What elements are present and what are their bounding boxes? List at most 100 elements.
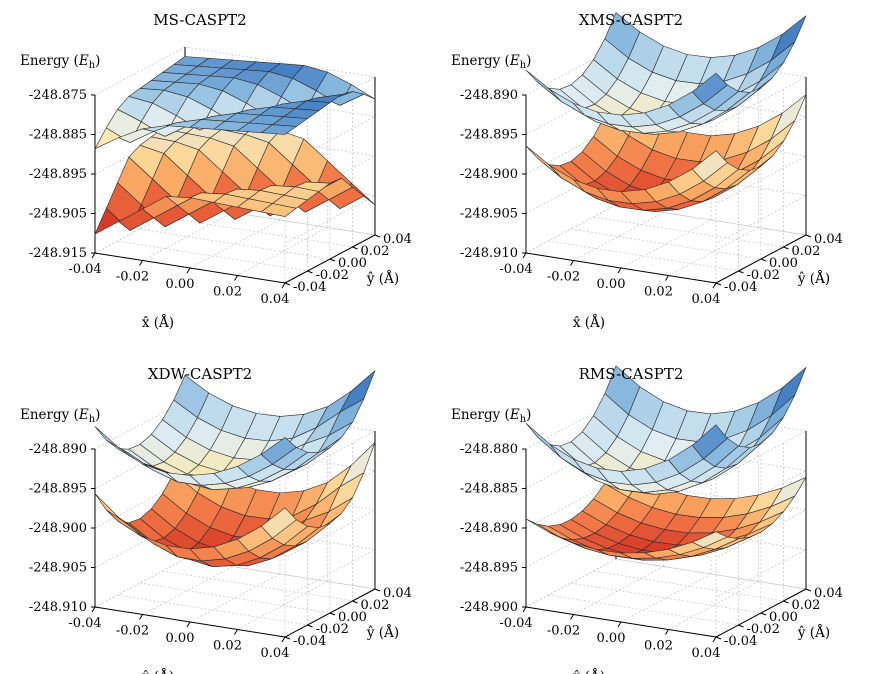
z-axis-label: Energy (Eh)	[451, 407, 531, 425]
y-tick	[739, 271, 744, 273]
y-tick-label: 0.04	[383, 586, 412, 601]
y-tick	[353, 247, 358, 249]
upper-surface	[526, 366, 806, 495]
x-tick	[666, 276, 669, 281]
x-tick	[618, 622, 621, 627]
x-tick-label: -0.04	[68, 262, 101, 277]
x-tick-label: -0.02	[116, 624, 149, 639]
x-tick-label: -0.04	[499, 262, 532, 277]
z-tick-label: -248.915	[29, 246, 87, 261]
z-tick-label: -248.895	[460, 128, 518, 143]
y-tick	[761, 259, 766, 261]
x-tick	[571, 261, 574, 266]
x-tick	[571, 615, 574, 620]
z-tick-label: -248.895	[29, 482, 87, 497]
y-tick	[285, 283, 290, 285]
z-tick-label: -248.885	[460, 482, 518, 497]
x-tick	[523, 253, 526, 258]
x-tick	[235, 630, 238, 635]
x-tick-label: 0.00	[597, 631, 626, 646]
z-tick-label: -248.890	[29, 442, 87, 457]
x-tick	[713, 637, 716, 642]
x-tick-label: 0.00	[166, 277, 195, 292]
panel-xdw-caspt2: XDW-CASPT2 Energy (Eh) -248.890 -248.895 -24…	[20, 365, 412, 674]
y-tick	[375, 235, 380, 237]
x-tick-label: -0.04	[499, 616, 532, 631]
x-tick	[187, 268, 190, 273]
x-tick-label: 0.00	[166, 631, 195, 646]
x-axis-label: x̂ (Å)	[142, 315, 174, 331]
x-tick-label: 0.04	[261, 646, 290, 661]
z-tick-label: -248.890	[460, 521, 518, 536]
upper-surface-facet	[526, 70, 561, 101]
upper-surface-facet	[526, 423, 561, 458]
panel-xms-caspt2: XMS-CASPT2 Energy (Eh) -248.890 -248.895 -24…	[451, 11, 843, 331]
x-tick-label: 0.02	[644, 285, 673, 300]
z-tick-label: -248.900	[29, 521, 87, 536]
y-tick-label: 0.04	[383, 232, 412, 247]
y-tick	[739, 625, 744, 627]
x-axis-label: x̂ (Å)	[142, 669, 174, 674]
x-axis-label: x̂ (Å)	[573, 315, 605, 331]
x-tick-label: 0.04	[692, 646, 721, 661]
z-tick-label: -248.905	[29, 207, 87, 222]
y-tick-label: 0.04	[814, 586, 843, 601]
lower-surface-facet	[526, 146, 561, 178]
x-tick	[140, 615, 143, 620]
z-axis-label: Energy (Eh)	[451, 53, 531, 71]
z-tick-label: -248.900	[460, 167, 518, 182]
y-tick	[784, 247, 789, 249]
x-tick-label: 0.00	[597, 277, 626, 292]
x-tick-label: 0.04	[261, 292, 290, 307]
x-tick	[523, 607, 526, 612]
lower-surface-facet	[95, 494, 130, 526]
y-tick	[308, 625, 313, 627]
z-axis-label: Energy (Eh)	[20, 407, 100, 425]
z-tick-label: -248.905	[460, 207, 518, 222]
z-axis-label: Energy (Eh)	[20, 53, 100, 71]
z-tick-label: -248.895	[29, 167, 87, 182]
panel-title: XDW-CASPT2	[148, 365, 252, 383]
x-tick-label: 0.02	[213, 285, 242, 300]
y-tick	[806, 235, 811, 237]
panel-rms-caspt2: RMS-CASPT2 Energy (Eh) -248.880 -248.885 -24…	[451, 365, 843, 674]
x-tick	[282, 283, 285, 288]
y-tick	[716, 637, 721, 639]
z-tick-label: -248.910	[29, 600, 87, 615]
x-axis-label: x̂ (Å)	[573, 669, 605, 674]
x-tick	[187, 622, 190, 627]
y-tick	[353, 601, 358, 603]
panel-title: RMS-CASPT2	[579, 365, 684, 383]
panel-ms-caspt2: MS-CASPT2 Energy (Eh) -248.875 -248.885 -248…	[20, 11, 412, 331]
y-tick	[806, 589, 811, 591]
x-tick-label: -0.04	[68, 616, 101, 631]
y-tick	[330, 259, 335, 261]
z-tick-label: -248.880	[460, 442, 518, 457]
z-tick-label: -248.905	[29, 561, 87, 576]
panel-title: XMS-CASPT2	[579, 11, 683, 29]
z-tick-label: -248.890	[460, 88, 518, 103]
z-tick-label: -248.910	[460, 246, 518, 261]
y-tick	[308, 271, 313, 273]
x-tick-label: 0.02	[213, 639, 242, 654]
panel-title: MS-CASPT2	[153, 11, 246, 29]
x-tick	[235, 276, 238, 281]
z-tick-label: -248.900	[460, 600, 518, 615]
x-tick	[140, 261, 143, 266]
z-tick-label: -248.875	[29, 88, 87, 103]
x-tick	[618, 268, 621, 273]
z-tick-label: -248.885	[29, 128, 87, 143]
y-axis-label: ŷ (Å)	[366, 625, 399, 641]
y-axis-label: ŷ (Å)	[797, 271, 830, 287]
x-tick	[92, 607, 95, 612]
y-tick	[330, 613, 335, 615]
upper-surface	[95, 371, 375, 490]
x-tick-label: 0.04	[692, 292, 721, 307]
y-tick	[716, 283, 721, 285]
y-tick	[375, 589, 380, 591]
y-tick	[285, 637, 290, 639]
y-axis-label: ŷ (Å)	[366, 271, 399, 287]
x-tick	[713, 283, 716, 288]
y-tick	[784, 601, 789, 603]
